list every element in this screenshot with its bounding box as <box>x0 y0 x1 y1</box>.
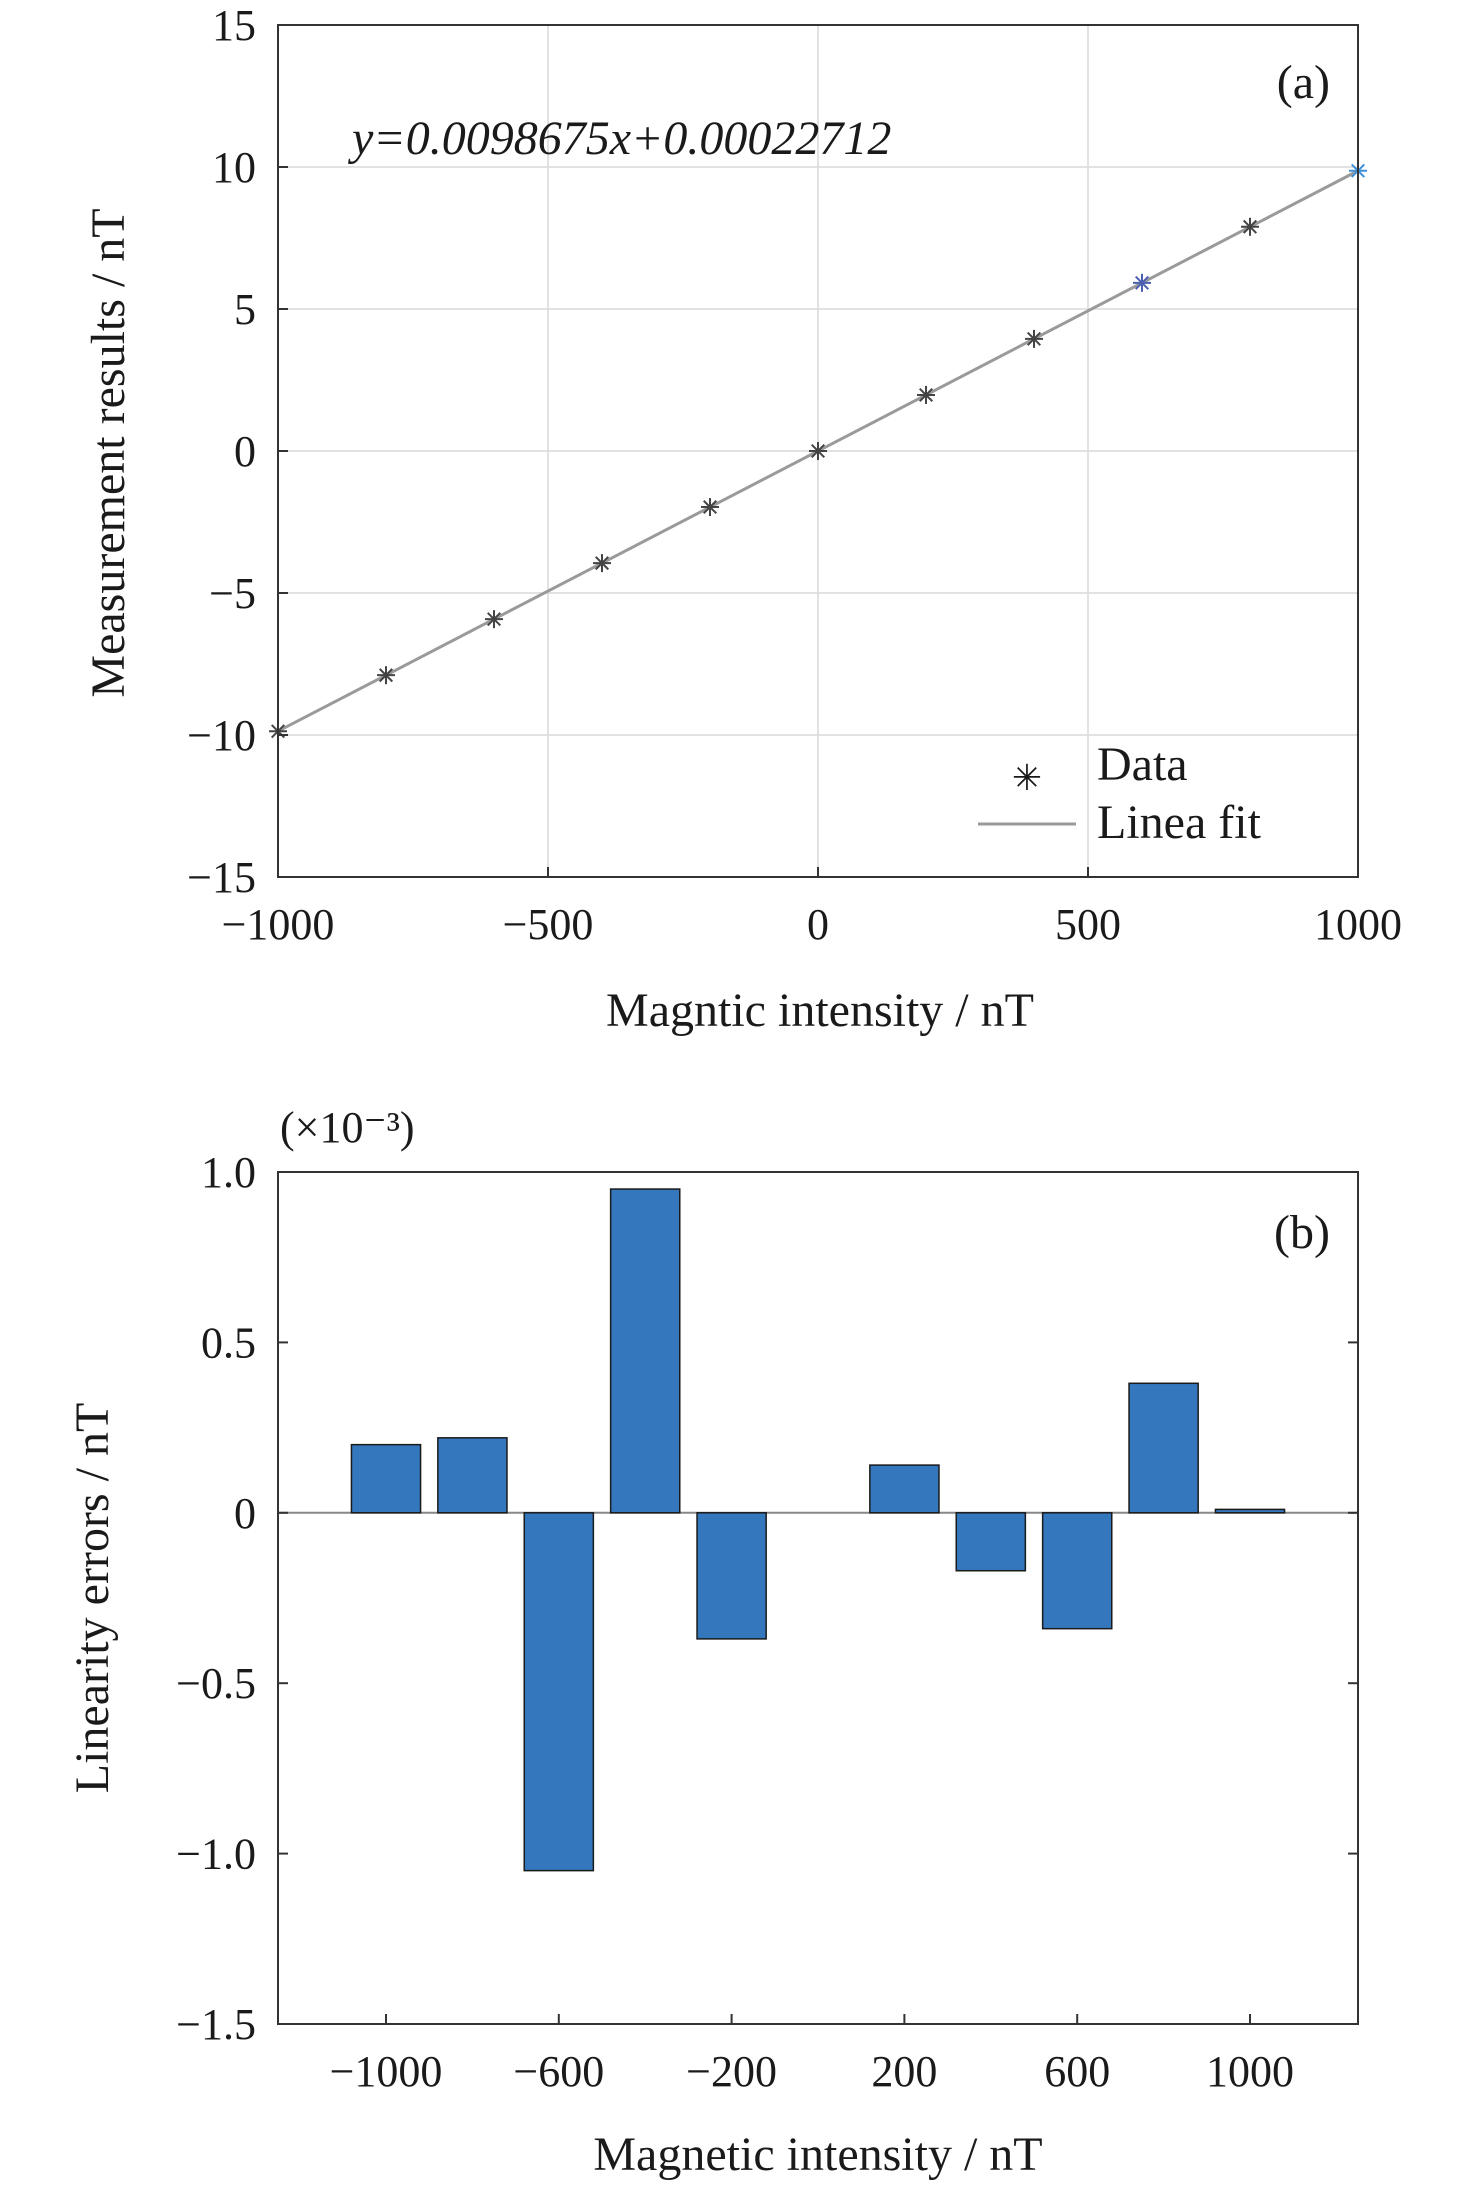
y-tick-label: 1.0 <box>201 1148 256 1197</box>
data-point <box>593 554 611 573</box>
x-tick-label: 200 <box>871 2047 937 2096</box>
bar <box>1128 1382 1199 1514</box>
data-point <box>917 385 935 404</box>
y-tick-label: −0.5 <box>176 1659 256 1708</box>
y-tick-label: 10 <box>212 143 256 192</box>
x-tick-label: 500 <box>1055 900 1121 949</box>
legend-marker-data: ✳ <box>1012 758 1042 799</box>
panel-a-legend: ✳ Data Linea fit <box>978 738 1262 849</box>
y-tick-label: −10 <box>187 711 256 760</box>
x-tick-label: −1000 <box>330 2047 443 2096</box>
panel-a-fit-equation: y=0.0098675x+0.00022712 <box>347 112 891 165</box>
data-point <box>377 666 395 685</box>
legend-label-data: Data <box>1097 738 1188 791</box>
x-tick-label: 1000 <box>1206 2047 1294 2096</box>
data-point <box>701 498 719 517</box>
data-point-stroke <box>486 612 502 627</box>
panel-b-bar-chart: −1000 −600 −200 200 600 1000 1.0 0.5 0 −0.5 −1.0 −… <box>66 1103 1359 2181</box>
data-point-stroke <box>594 556 610 571</box>
legend-label-fit: Linea fit <box>1097 796 1262 849</box>
data-point-stroke <box>702 500 718 515</box>
panel-b-y-axis-label: Linearity errors / nT <box>66 1403 119 1794</box>
data-point <box>1025 329 1043 348</box>
y-tick-label: −1.0 <box>176 1830 256 1879</box>
y-tick-label: −15 <box>187 853 256 902</box>
x-tick-label: 0 <box>807 900 829 949</box>
x-tick-label: 1000 <box>1314 900 1402 949</box>
panel-a-x-ticks: −1000 −500 0 500 1000 <box>222 867 1402 949</box>
panel-b-x-axis-label: Magnetic intensity / nT <box>593 2128 1042 2181</box>
panel-a-data-points <box>269 161 1367 741</box>
y-tick-label: 15 <box>212 1 256 50</box>
bar <box>350 1443 422 1514</box>
y-tick-label: −5 <box>209 569 256 618</box>
data-point-stroke <box>1134 275 1150 290</box>
data-point <box>1133 273 1151 292</box>
x-tick-label: −200 <box>686 2047 777 2096</box>
data-point <box>809 441 827 460</box>
y-tick-label: 0 <box>234 1489 256 1538</box>
bar <box>437 1437 508 1514</box>
panel-a-x-axis-label: Magntic intensity / nT <box>606 984 1034 1037</box>
bar <box>523 1512 595 1872</box>
y-tick-label: 5 <box>234 285 256 334</box>
x-tick-label: 600 <box>1044 2047 1110 2096</box>
x-tick-label: −500 <box>503 900 594 949</box>
panel-a-y-ticks: 15 10 5 0 −5 −10 −15 <box>187 1 288 902</box>
bar <box>1041 1512 1113 1630</box>
x-tick-label: −1000 <box>222 900 335 949</box>
panel-b-scale-label: (×10⁻³) <box>280 1103 415 1152</box>
y-tick-label: −1.5 <box>176 2000 256 2049</box>
bar <box>1214 1508 1286 1514</box>
panel-b-y-ticks: 1.0 0.5 0 −0.5 −1.0 −1.5 <box>176 1148 1358 2049</box>
panel-a-line-chart: −1000 −500 0 500 1000 15 10 5 0 −5 −10 −15 (a) y=0… <box>82 1 1402 1037</box>
panel-b-label: (b) <box>1274 1206 1330 1259</box>
data-point-stroke <box>378 668 394 683</box>
bar <box>869 1464 940 1514</box>
y-tick-label: 0.5 <box>201 1318 256 1367</box>
bar <box>609 1188 681 1514</box>
panel-a-y-axis-label: Measurement results / nT <box>82 208 135 697</box>
data-point-stroke <box>918 387 934 402</box>
panel-b-plot-frame <box>277 1171 1359 2025</box>
data-point-stroke <box>1026 331 1042 346</box>
data-point <box>1241 217 1259 236</box>
bar <box>955 1512 1027 1572</box>
data-point-stroke <box>1242 219 1258 234</box>
panel-b-bars <box>350 1188 1286 1872</box>
panel-a-label: (a) <box>1277 56 1330 109</box>
data-point <box>485 610 503 629</box>
panel-b-x-ticks: −1000 −600 −200 200 600 1000 <box>330 2014 1294 2096</box>
y-tick-label: 0 <box>234 427 256 476</box>
x-tick-label: −600 <box>513 2047 604 2096</box>
data-point-stroke <box>810 443 826 459</box>
bar <box>696 1512 767 1640</box>
